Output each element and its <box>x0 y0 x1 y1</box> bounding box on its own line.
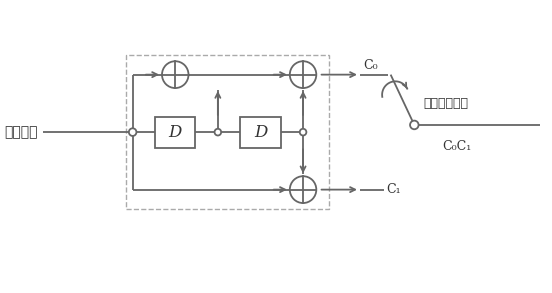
Bar <box>125 55 329 209</box>
Circle shape <box>215 129 221 135</box>
Text: C₁: C₁ <box>386 183 401 196</box>
Text: C₀C₁: C₀C₁ <box>443 140 472 153</box>
Circle shape <box>162 61 188 88</box>
Circle shape <box>290 61 316 88</box>
Text: 输入比特: 输入比特 <box>4 125 38 139</box>
Text: C₀: C₀ <box>364 59 378 72</box>
Circle shape <box>290 176 316 203</box>
Circle shape <box>410 121 418 129</box>
Bar <box>155 117 195 148</box>
Circle shape <box>300 129 306 135</box>
Text: 编码输出比特: 编码输出比特 <box>424 97 469 110</box>
Bar <box>240 117 280 148</box>
Circle shape <box>129 128 136 136</box>
Text: D: D <box>168 124 182 141</box>
Text: D: D <box>254 124 267 141</box>
